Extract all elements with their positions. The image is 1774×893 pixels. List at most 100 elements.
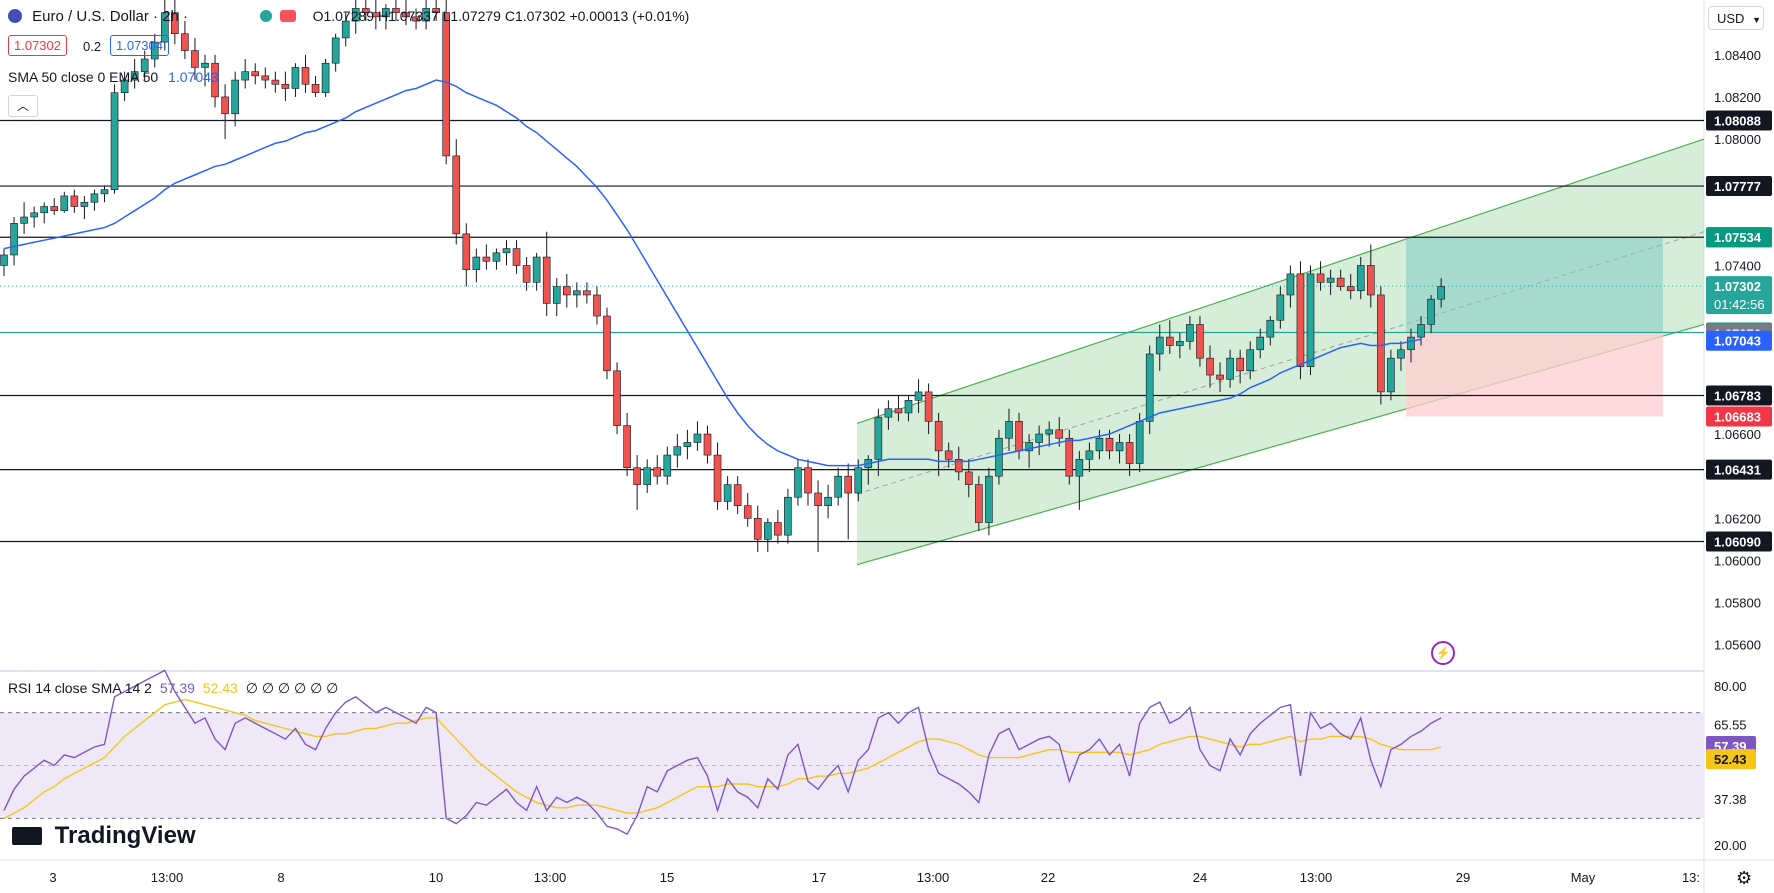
symbol-title: Euro / U.S. Dollar · 2h · (32, 8, 189, 25)
rsi-value-label-1: 52.43 (1714, 752, 1747, 767)
candle-body-23 (231, 79, 239, 115)
candle-body-81 (814, 492, 822, 506)
candle-body-36 (361, 8, 370, 13)
candle-body-47 (472, 256, 481, 270)
candlesticks (0, 0, 1445, 553)
candle-body-13 (130, 71, 139, 81)
candle-body-55 (552, 286, 561, 304)
settings-gear-icon[interactable]: ⚙ (1736, 868, 1753, 888)
candle-body-59 (593, 294, 601, 317)
currency-selector[interactable]: USD ▼ (1708, 6, 1764, 30)
candle-body-75 (753, 518, 762, 540)
price-tick-7: 1.05800 (1714, 596, 1761, 611)
candle-body-76 (763, 522, 772, 540)
candle-body-69 (693, 433, 702, 443)
time-tick-9: 24 (1193, 870, 1207, 885)
candle-body-32 (321, 62, 330, 94)
candle-body-15 (150, 41, 159, 60)
rsi-legend[interactable]: RSI 14 close SMA 14 2 57.39 52.43 ∅ ∅ ∅ … (8, 680, 338, 697)
time-tick-11: 29 (1456, 870, 1470, 885)
ma-label: SMA 50 close 0 EMA 50 (8, 69, 159, 85)
candle-body-127 (1276, 294, 1285, 321)
candle-body-27 (271, 79, 280, 85)
flag-icon (8, 9, 22, 23)
candle-body-80 (804, 467, 812, 494)
candle-body-21 (211, 62, 219, 98)
price-label-5: 1.06683 (1714, 410, 1761, 425)
candle-body-128 (1286, 273, 1295, 296)
price-label-countdown-1: 01:42:56 (1714, 297, 1765, 312)
bid-price-button[interactable]: 1.07302 (8, 35, 67, 56)
candle-body-105 (1055, 429, 1064, 439)
price-tick-2: 1.08000 (1714, 132, 1761, 147)
ma-legend[interactable]: SMA 50 close 0 EMA 50 1.07043 (8, 69, 219, 85)
candle-body-35 (351, 8, 360, 22)
price-axis[interactable]: 1.08400 1.08200 1.08000 1.07400 1.06600 1.062… (1706, 48, 1772, 653)
spread-value: 0.2 (83, 39, 102, 54)
level-label-4: 1.06431 (1714, 463, 1761, 478)
candle-body-112 (1125, 442, 1134, 464)
price-label-bg-1 (1706, 276, 1772, 315)
time-tick-7: 13:00 (917, 870, 950, 885)
time-tick-6: 17 (812, 870, 826, 885)
candle-body-124 (1246, 349, 1254, 372)
candle-body-126 (1266, 319, 1275, 338)
candle-body-25 (251, 71, 260, 77)
candle-body-90 (904, 400, 913, 414)
symbol-header[interactable]: Euro / U.S. Dollar · 2h · O1.07289 H1.07… (8, 8, 689, 25)
candle-body-116 (1166, 336, 1174, 346)
level-label-1: 1.07777 (1714, 179, 1761, 194)
level-label-bg-3 (1706, 385, 1772, 406)
rsi-extra-values: ∅ ∅ ∅ ∅ ∅ ∅ (245, 680, 339, 696)
candle-body-0 (0, 254, 8, 266)
candle-body-87 (874, 416, 883, 460)
candle-body-113 (1135, 421, 1144, 464)
price-tick-0: 1.08400 (1714, 48, 1761, 63)
candle-body-96 (964, 471, 973, 485)
level-label-0: 1.08088 (1714, 114, 1761, 129)
candle-body-67 (673, 446, 682, 456)
rsi-tick-1: 65.55 (1714, 717, 1747, 732)
chevron-down-icon: ▼ (1752, 15, 1761, 25)
candle-body-62 (623, 425, 631, 469)
candle-body-114 (1145, 353, 1154, 422)
candle-body-110 (1105, 437, 1114, 452)
collapse-legend-button[interactable]: ︿ (8, 95, 38, 117)
price-label-1: 1.07302 (1714, 279, 1761, 294)
candle-body-74 (743, 505, 752, 519)
ask-price-button[interactable]: 1.07304 (110, 35, 169, 56)
candle-body-84 (844, 475, 853, 494)
currency-label: USD (1717, 11, 1745, 26)
candle-body-9 (90, 193, 99, 203)
candle-body-91 (914, 391, 923, 401)
price-label-bg-0 (1706, 227, 1772, 248)
rsi-line (3, 669, 1442, 836)
level-label-bg-4 (1706, 459, 1772, 480)
candle-body-73 (733, 484, 742, 506)
tradingview-logo[interactable]: TradingView (12, 822, 196, 850)
candle-body-64 (643, 467, 652, 485)
time-tick-4: 13:00 (534, 870, 567, 885)
candle-body-26 (261, 75, 270, 81)
time-tick-10: 13:00 (1300, 870, 1333, 885)
candle-body-129 (1296, 273, 1305, 367)
candle-body-37 (372, 12, 380, 18)
candle-body-42 (422, 8, 430, 22)
candle-body-19 (191, 50, 199, 68)
replay-icon[interactable]: ⚡ (1431, 641, 1455, 665)
candle-body-66 (663, 454, 672, 477)
candle-body-63 (633, 467, 641, 485)
stop-zone (1406, 332, 1663, 417)
candle-body-93 (934, 421, 943, 452)
candle-body-97 (975, 484, 983, 523)
tradingview-mark-icon (12, 827, 42, 845)
candle-body-6 (60, 195, 69, 211)
candle-body-143 (1437, 286, 1445, 300)
candle-body-139 (1397, 349, 1405, 359)
candle-body-85 (854, 467, 863, 494)
time-axis[interactable]: 3 13:00 8 10 13:00 15 17 13:00 22 24 13:00 29 May 13: (49, 870, 1700, 885)
candle-body-50 (502, 248, 511, 254)
long-position-zones (1406, 237, 1663, 417)
price-label-4: 1.07043 (1714, 334, 1761, 349)
